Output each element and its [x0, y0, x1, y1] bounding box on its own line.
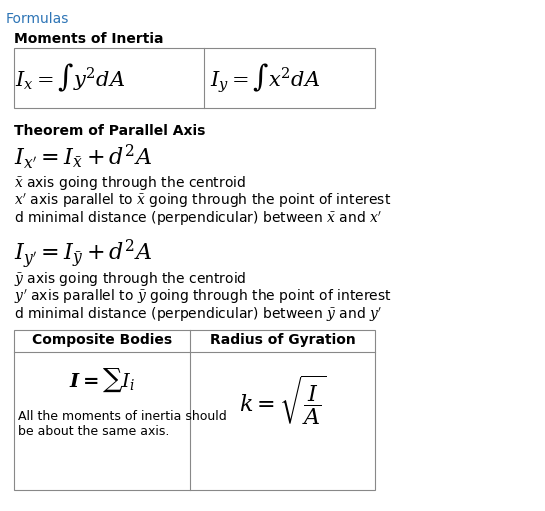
- Text: d minimal distance (perpendicular) between $\bar{y}$ and $y'$: d minimal distance (perpendicular) betwe…: [14, 306, 383, 324]
- Text: All the moments of inertia should
be about the same axis.: All the moments of inertia should be abo…: [18, 410, 227, 438]
- Text: Moments of Inertia: Moments of Inertia: [14, 32, 163, 46]
- Text: $I_{x'} = I_{\bar{x}} + d^2A$: $I_{x'} = I_{\bar{x}} + d^2A$: [14, 142, 152, 171]
- Text: Composite Bodies: Composite Bodies: [32, 333, 172, 346]
- Text: $I_x = \int y^2 dA$: $I_x = \int y^2 dA$: [15, 62, 125, 94]
- Text: $\bar{x}$ axis going through the centroid: $\bar{x}$ axis going through the centroi…: [14, 174, 246, 192]
- Text: Formulas: Formulas: [6, 12, 69, 26]
- Text: $I_y = \int x^2 dA$: $I_y = \int x^2 dA$: [210, 61, 320, 95]
- Text: Theorem of Parallel Axis: Theorem of Parallel Axis: [14, 124, 205, 138]
- Text: Radius of Gyration: Radius of Gyration: [210, 333, 355, 346]
- Text: $I_{y'} = I_{\bar{y}} + d^2A$: $I_{y'} = I_{\bar{y}} + d^2A$: [14, 238, 153, 271]
- Text: d minimal distance (perpendicular) between $\bar{x}$ and $x'$: d minimal distance (perpendicular) betwe…: [14, 210, 383, 228]
- Text: $x'$ axis parallel to $\bar{x}$ going through the point of interest: $x'$ axis parallel to $\bar{x}$ going th…: [14, 192, 391, 210]
- Text: $\boldsymbol{I = \sum I_i}$: $\boldsymbol{I = \sum I_i}$: [69, 366, 135, 393]
- Text: $\bar{y}$ axis going through the centroid: $\bar{y}$ axis going through the centroi…: [14, 270, 246, 288]
- Text: $y'$ axis parallel to $\bar{y}$ going through the point of interest: $y'$ axis parallel to $\bar{y}$ going th…: [14, 288, 392, 306]
- Text: $k = \sqrt{\dfrac{I}{A}}$: $k = \sqrt{\dfrac{I}{A}}$: [239, 374, 326, 427]
